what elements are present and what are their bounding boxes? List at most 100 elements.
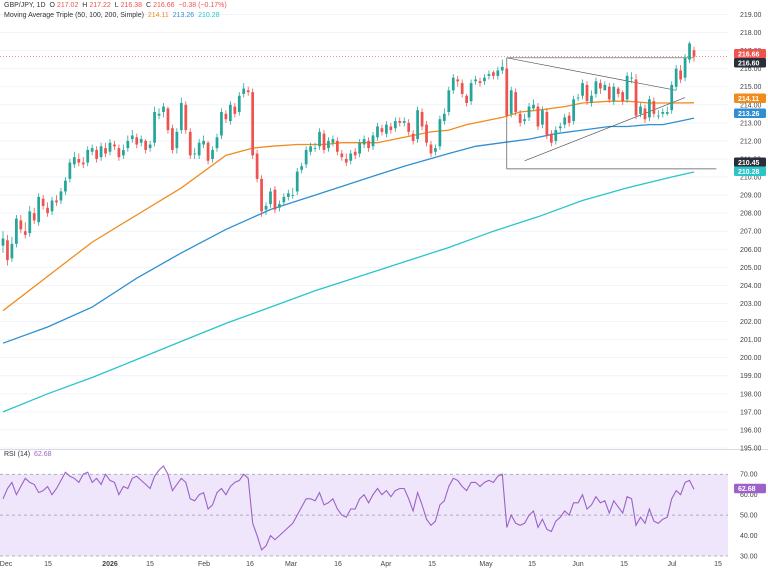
candle-body xyxy=(300,166,304,170)
ohlc-h-value: 217.22 xyxy=(89,2,111,9)
time-axis[interactable]: Dec 15 2026 15 Feb 16 Mar 16 Apr 15 May 15 Jun 15 Jul 1… xyxy=(0,561,722,568)
rsi-tick-label: 30.00 xyxy=(740,554,758,561)
candle-body xyxy=(171,128,174,150)
candle-body xyxy=(425,124,428,143)
candle-body xyxy=(447,90,451,112)
candle-body xyxy=(576,97,580,99)
candle-body xyxy=(139,139,143,143)
time-tick-label: 16 xyxy=(246,561,254,568)
candle-body xyxy=(634,79,638,116)
candle-body xyxy=(367,140,370,149)
candle-body xyxy=(269,191,272,205)
ohlc-change: −0.38 (−0.17%) xyxy=(178,2,227,9)
rsi-title: RSI (14) xyxy=(4,451,31,458)
candle-body xyxy=(353,151,357,156)
candle-body xyxy=(505,68,509,116)
price-badge xyxy=(734,58,766,68)
candle-body xyxy=(309,146,312,152)
candle-body xyxy=(95,149,98,159)
ma-legend[interactable]: Moving Average Triple (50, 100, 200, Sim… xyxy=(4,12,222,19)
candle-body xyxy=(572,99,576,122)
rsi-badge xyxy=(734,483,766,494)
candle-body xyxy=(126,140,130,149)
price-axis[interactable]: 195.00 196.00 197.00 198.00 199.00 200.00 201.… xyxy=(740,12,762,453)
candle-body xyxy=(411,133,415,141)
candle-body xyxy=(246,90,250,93)
time-tick-label: 15 xyxy=(528,561,536,568)
ohlc-o-value: 217.02 xyxy=(56,2,79,9)
triangle-lower-line[interactable] xyxy=(524,97,686,162)
candle-body xyxy=(385,124,388,134)
triangle-upper-line[interactable] xyxy=(506,57,677,91)
rsi-axis[interactable]: 30.00 40.00 50.00 60.00 70.00 xyxy=(740,472,758,561)
candle-body xyxy=(318,131,321,147)
trendlines[interactable] xyxy=(0,56,728,170)
candle-body xyxy=(184,104,188,131)
candle-body xyxy=(10,243,14,259)
candle-body xyxy=(585,84,589,102)
rsi-line xyxy=(2,465,695,551)
candle-body xyxy=(104,148,107,154)
ohlc-c-label: C xyxy=(146,2,152,9)
candle-body xyxy=(23,231,27,235)
candle-body xyxy=(162,106,165,112)
candle-body xyxy=(273,189,277,210)
candle-body xyxy=(665,112,669,114)
ohlc-o-label: O xyxy=(49,2,55,9)
price-tick-label: 203.00 xyxy=(740,301,762,308)
candle-body xyxy=(81,162,85,165)
candle-body xyxy=(549,133,553,143)
price-badge-label: 216.60 xyxy=(738,61,760,68)
time-tick-label: Apr xyxy=(381,561,393,568)
candle-body xyxy=(260,178,263,212)
candle-body xyxy=(148,144,152,149)
candle-body xyxy=(590,95,593,103)
price-tick-label: 201.00 xyxy=(740,337,762,344)
candle-body xyxy=(371,135,375,147)
candle-body xyxy=(536,106,540,127)
candle-body xyxy=(358,142,362,154)
rsi-background xyxy=(0,473,728,557)
price-tick-label: 215.00 xyxy=(740,84,762,91)
candle-body xyxy=(64,180,67,192)
candle-body xyxy=(157,113,161,116)
candle-body xyxy=(612,86,616,102)
candle-body xyxy=(153,112,156,143)
time-tick-label: Jul xyxy=(668,561,677,568)
candle-body xyxy=(478,81,482,84)
candle-body xyxy=(121,149,125,156)
price-badge xyxy=(734,93,766,103)
candle-body xyxy=(456,79,460,82)
candle-body xyxy=(228,104,232,122)
candle-body xyxy=(402,121,406,123)
rsi-legend[interactable]: RSI (14) 62.68 xyxy=(4,451,54,458)
price-tick-label: 214.00 xyxy=(740,102,762,109)
candle-body xyxy=(37,196,41,223)
candle-body xyxy=(135,137,139,145)
candle-body xyxy=(648,99,651,118)
candle-body xyxy=(496,70,500,76)
candle-body xyxy=(193,153,197,155)
grid xyxy=(0,13,768,450)
symbol-legend[interactable]: GBP/JPY, 1D O 217.02 H 217.22 L 216.38 C 216… xyxy=(4,2,229,9)
candle-body xyxy=(603,84,607,91)
candle-body xyxy=(558,126,562,129)
candle-body xyxy=(233,106,237,114)
time-tick-label: Feb xyxy=(198,561,210,568)
time-tick-label: 15 xyxy=(714,561,722,568)
candle-body xyxy=(683,57,687,78)
time-tick-label: 16 xyxy=(334,561,342,568)
candle-body xyxy=(349,153,353,161)
candle-body xyxy=(376,126,379,138)
ohlc-l-label: L xyxy=(114,2,119,9)
price-tick-label: 195.00 xyxy=(740,446,762,453)
price-tick-label: 196.00 xyxy=(740,427,762,434)
price-tick-label: 202.00 xyxy=(740,319,762,326)
candle-body xyxy=(55,200,58,203)
candle-body xyxy=(652,101,656,114)
candle-body xyxy=(434,148,437,152)
ma-title: Moving Average Triple (50, 100, 200, Sim… xyxy=(4,12,144,19)
candle-body xyxy=(304,149,308,165)
